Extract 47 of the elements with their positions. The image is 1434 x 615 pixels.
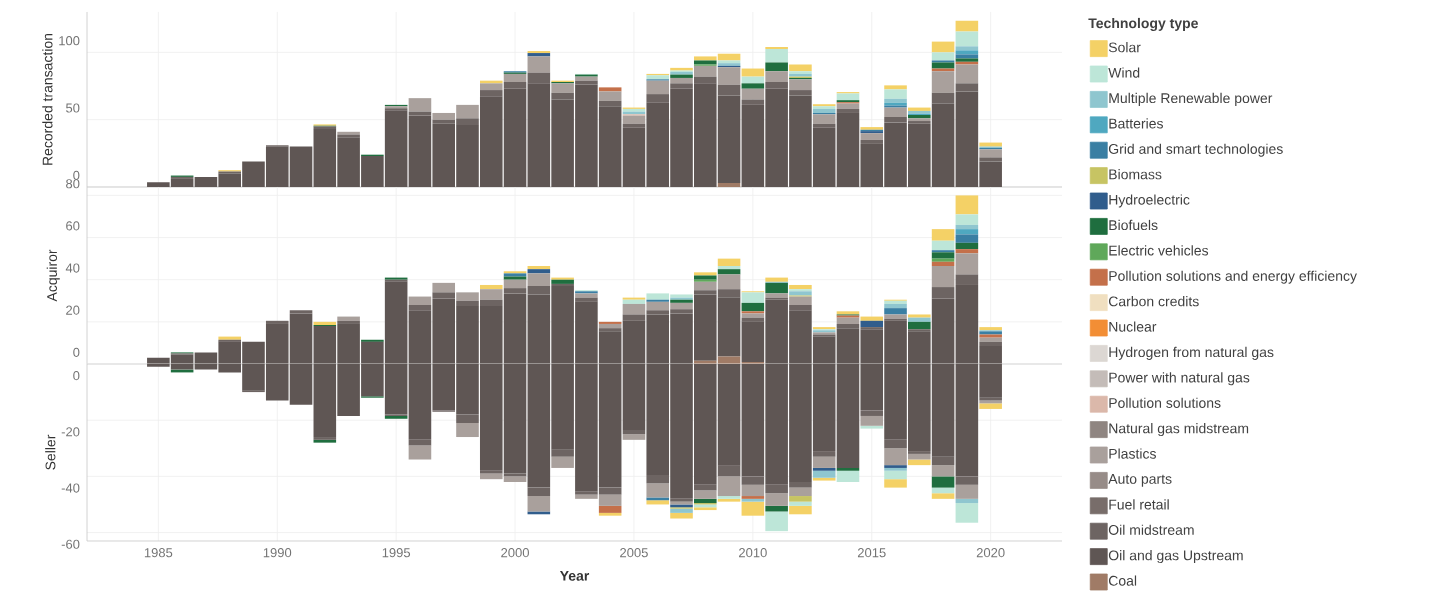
legend-label: Nuclear: [1109, 321, 1157, 332]
y-tick-label: 0: [73, 170, 80, 180]
legend-label: Carbon credits: [1108, 296, 1199, 307]
y-tick-label: 20: [66, 305, 80, 315]
y-tick-label: 50: [66, 103, 80, 113]
legend-label: Hydrogen from natural gas: [1109, 346, 1274, 360]
y-tick-label: -40: [61, 483, 80, 493]
y-axis-title: Seller: [45, 434, 56, 470]
legend-label: Pollution solutions: [1109, 397, 1221, 408]
legend-label: Biomass: [1109, 169, 1162, 180]
y-tick-label: 0: [73, 347, 80, 357]
legend-label: Multiple Renewable power: [1109, 92, 1273, 106]
y-tick-label: -60: [61, 539, 80, 549]
legend-label: Biofuels: [1109, 219, 1158, 231]
legend-title: Technology type: [1088, 17, 1198, 31]
y-axis-title: Recorded transaction: [42, 33, 53, 165]
legend-label: Power with natural gas: [1109, 372, 1250, 386]
legend-label: Oil midstream: [1108, 524, 1194, 535]
y-tick-label: -20: [61, 427, 80, 437]
legend-label: Solar: [1108, 42, 1141, 53]
x-tick-label: 1985: [144, 548, 173, 558]
y-tick-label: 100: [59, 36, 80, 46]
y-axis-title: Acquiror: [46, 249, 60, 302]
x-tick-label: 2010: [739, 548, 767, 558]
x-axis-title: Year: [559, 570, 590, 581]
y-tick-label: 80: [66, 179, 80, 189]
legend-label: Pollution solutions and energy efficiency: [1109, 270, 1357, 284]
legend-label: Hydroelectric: [1109, 194, 1190, 208]
x-tick-label: 2020: [976, 548, 1005, 558]
y-tick-label: 0: [73, 371, 80, 381]
y-tick-label: 40: [65, 263, 80, 273]
legend-label: Wind: [1108, 67, 1140, 78]
legend-label: Auto parts: [1108, 474, 1172, 487]
legend-label: Oil and gas Upstream: [1108, 550, 1243, 564]
x-tick-label: 2000: [501, 548, 529, 558]
x-tick-label: 1990: [263, 548, 292, 558]
legend-label: Fuel retail: [1109, 499, 1169, 510]
legend-label: Coal: [1108, 575, 1137, 586]
legend-label: Plastics: [1109, 448, 1156, 459]
legend-label: Electric vehicles: [1109, 245, 1209, 256]
y-tick-label: 60: [66, 221, 80, 231]
x-tick-label: 1995: [382, 548, 411, 558]
legend-label: Grid and smart technologies: [1108, 143, 1283, 157]
x-tick-label: 2015: [857, 548, 886, 558]
legend-label: Batteries: [1109, 118, 1163, 129]
legend-label: Natural gas midstream: [1109, 423, 1249, 437]
x-tick-label: 2005: [620, 548, 648, 558]
